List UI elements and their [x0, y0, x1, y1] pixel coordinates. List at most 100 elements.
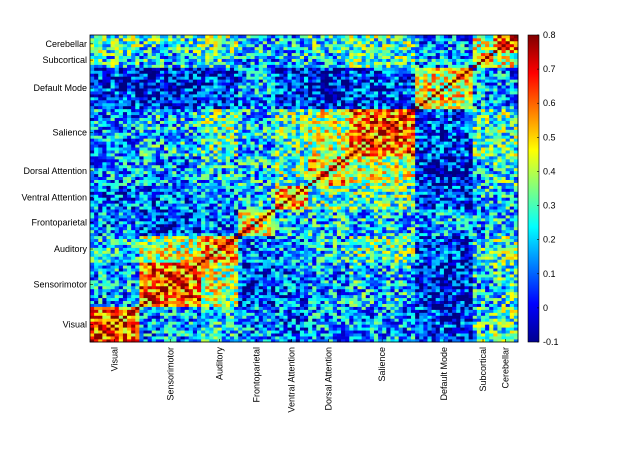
heatmap-cell — [287, 285, 293, 290]
heatmap-cell — [349, 232, 354, 237]
heatmap-cell — [419, 274, 424, 278]
heatmap-cell — [271, 218, 276, 222]
heatmap-cell — [332, 256, 338, 260]
heatmap-cell — [312, 280, 317, 284]
heatmap-cell — [131, 336, 136, 340]
heatmap-cell — [332, 223, 338, 228]
heatmap-cell — [365, 274, 371, 278]
heatmap-cell — [431, 268, 437, 272]
heatmap-cell — [357, 339, 362, 343]
heatmap-cell — [493, 315, 498, 319]
heatmap-cell — [168, 268, 173, 272]
heatmap-cell — [279, 288, 284, 293]
heatmap-cell — [201, 294, 206, 299]
heatmap-cell — [373, 333, 379, 337]
heatmap-cell — [349, 244, 354, 248]
heatmap-cell — [299, 285, 305, 290]
heatmap-cell — [229, 300, 235, 304]
heatmap-cell — [114, 223, 120, 228]
heatmap-cell — [341, 238, 346, 242]
heatmap-cell — [341, 200, 346, 204]
heatmap-cell — [98, 306, 103, 310]
heatmap-cell — [127, 232, 132, 237]
heatmap-cell — [221, 232, 227, 237]
heatmap-cell — [176, 327, 181, 331]
heatmap-cell — [361, 333, 367, 337]
heatmap-cell — [164, 327, 169, 331]
heatmap-cell — [98, 277, 103, 281]
heatmap-cell — [497, 297, 502, 302]
heatmap-cell — [155, 282, 161, 287]
heatmap-cell — [382, 297, 387, 302]
heatmap-cell — [279, 215, 284, 219]
heatmap-cell — [246, 297, 251, 302]
heatmap-cell — [448, 330, 453, 334]
heatmap-cell — [464, 229, 469, 234]
heatmap-cell — [480, 309, 486, 313]
heatmap-cell — [213, 271, 218, 275]
heatmap-cell — [406, 294, 412, 299]
heatmap-cell — [353, 247, 358, 251]
heatmap-cell — [147, 274, 153, 278]
heatmap-cell — [472, 285, 478, 290]
heatmap-cell — [476, 253, 482, 257]
heatmap-cell — [452, 220, 457, 225]
heatmap-cell — [373, 339, 379, 343]
heatmap-cell — [258, 215, 264, 219]
heatmap-cell — [415, 229, 420, 234]
heatmap-cell — [427, 294, 432, 299]
heatmap-cell — [192, 223, 198, 228]
heatmap-cell — [266, 247, 272, 251]
heatmap-cell — [398, 238, 404, 242]
heatmap-cell — [299, 291, 305, 296]
heatmap-cell — [480, 274, 486, 278]
heatmap-cell — [151, 306, 157, 310]
heatmap-cell — [234, 306, 239, 310]
heatmap-cell — [246, 244, 251, 248]
heatmap-cell — [213, 315, 218, 319]
heatmap-cell — [242, 333, 247, 337]
heatmap-cell — [390, 253, 395, 257]
heatmap-cell — [250, 336, 255, 340]
heatmap-cell — [341, 315, 346, 319]
heatmap-cell — [509, 309, 515, 313]
heatmap-cell — [143, 203, 148, 207]
heatmap-cell — [155, 256, 161, 260]
heatmap-cell — [386, 318, 391, 322]
heatmap-cell — [419, 200, 424, 204]
heatmap-cell — [139, 241, 144, 245]
heatmap-cell — [246, 285, 251, 290]
heatmap-cell — [266, 282, 272, 287]
heatmap-cell — [102, 303, 107, 307]
heatmap-cell — [242, 297, 247, 302]
heatmap-cell — [225, 324, 231, 328]
heatmap-cell — [118, 294, 124, 299]
heatmap-cell — [275, 294, 280, 299]
heatmap-cell — [234, 232, 239, 237]
heatmap-cell — [287, 339, 293, 343]
heatmap-cell — [378, 256, 383, 260]
heatmap-cell — [139, 215, 144, 219]
heatmap-cell — [382, 218, 387, 222]
heatmap-cell — [390, 312, 395, 316]
heatmap-cell — [188, 288, 194, 293]
heatmap-cell — [114, 226, 120, 231]
heatmap-cell — [122, 318, 128, 322]
heatmap-cell — [180, 312, 186, 316]
heatmap-cell — [357, 280, 362, 284]
heatmap-cell — [197, 226, 202, 231]
heatmap-cell — [143, 321, 148, 325]
heatmap-cell — [266, 277, 272, 281]
heatmap-cell — [320, 282, 325, 287]
heatmap-cell — [94, 197, 99, 201]
heatmap-cell — [332, 321, 338, 325]
heatmap-cell — [320, 333, 325, 337]
heatmap-cell — [238, 306, 243, 310]
heatmap-cell — [94, 223, 99, 228]
heatmap-cell — [480, 336, 486, 340]
heatmap-cell — [197, 315, 202, 319]
heatmap-cell — [242, 306, 247, 310]
heatmap-cell — [299, 247, 305, 251]
heatmap-cell — [229, 200, 235, 204]
heatmap-cell — [509, 223, 515, 228]
